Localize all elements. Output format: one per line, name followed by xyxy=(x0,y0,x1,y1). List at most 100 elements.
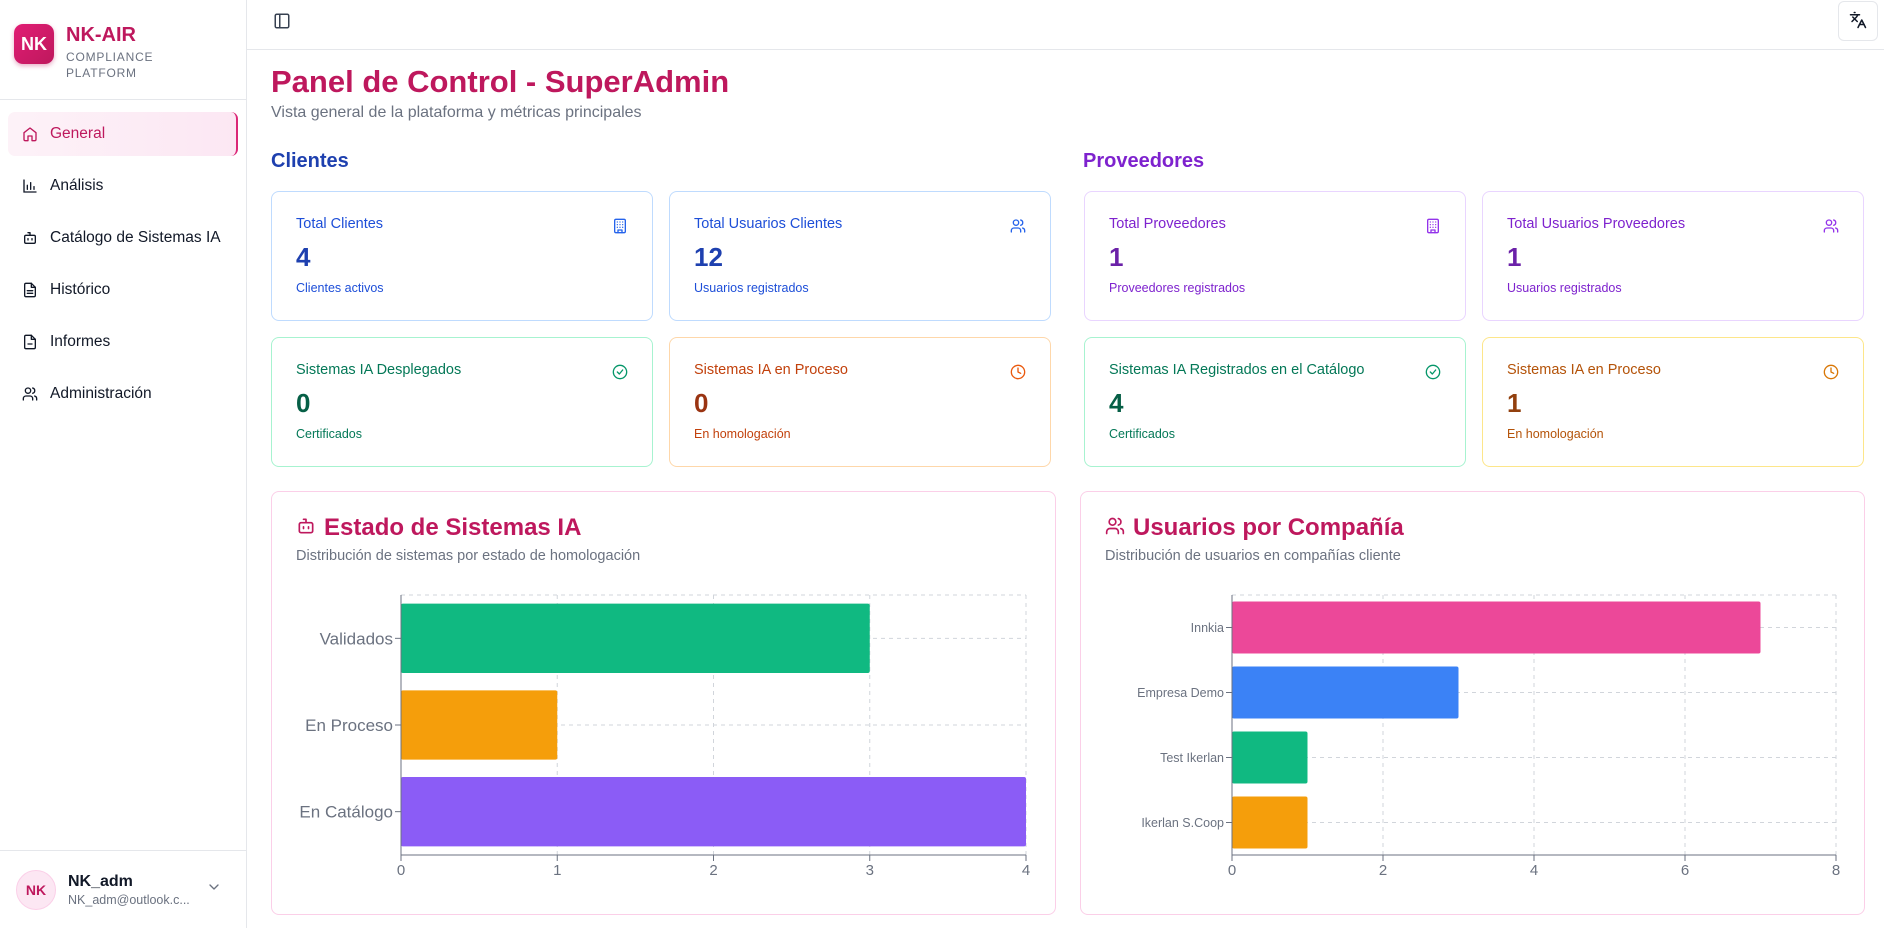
chart-card-users: Usuarios por Compañía Distribución de us… xyxy=(1080,491,1865,915)
topbar xyxy=(247,0,1884,50)
section-title-clients: Clientes xyxy=(271,150,349,172)
panel-left-icon[interactable] xyxy=(273,12,293,32)
bar-0 xyxy=(401,603,870,673)
sidebar-item-label: Catálogo de Sistemas IA xyxy=(50,229,221,246)
chart-subtitle: Distribución de sistemas por estado de h… xyxy=(296,548,641,564)
clock-icon xyxy=(1010,364,1026,380)
brand-name: NK-AIR xyxy=(66,24,136,46)
card-ai-deployed: Sistemas IA Desplegados 0 Certificados xyxy=(271,337,653,467)
user-email: NK_adm@outlook.c... xyxy=(68,892,190,907)
check-circle-icon xyxy=(1425,364,1441,380)
card-desc: Clientes activos xyxy=(296,281,384,295)
sidebar-item-label: Histórico xyxy=(50,281,111,298)
x-tick-label: 2 xyxy=(709,862,717,879)
card-total-providers: Total Proveedores 1 Proveedores registra… xyxy=(1084,191,1466,321)
chart-title: Usuarios por Compañía xyxy=(1133,514,1404,541)
sidebar-item-label: Administración xyxy=(50,385,152,402)
users-icon xyxy=(1010,218,1026,234)
file-icon xyxy=(22,334,38,350)
x-tick-label: 4 xyxy=(1022,862,1030,879)
language-button[interactable] xyxy=(1838,1,1878,41)
check-circle-icon xyxy=(612,364,628,380)
users-bar-chart: Innkia Empresa Demo Test Ikerlan Ikerlan S.… xyxy=(1137,594,1840,879)
y-tick-label: Test Ikerlan xyxy=(1160,751,1224,765)
y-tick-label: Innkia xyxy=(1191,621,1224,635)
card-ai-catalog: Sistemas IA Registrados en el Catálogo 4… xyxy=(1084,337,1466,467)
avatar: NK xyxy=(16,869,56,910)
bar-1 xyxy=(1232,666,1459,719)
x-tick-label: 2 xyxy=(1379,862,1387,879)
sidebar-item-informes[interactable]: Informes xyxy=(8,320,238,364)
card-title: Sistemas IA Desplegados xyxy=(296,362,462,378)
sidebar-item-historico[interactable]: Histórico xyxy=(8,268,238,312)
brand-subtitle-line2: PLATFORM xyxy=(66,66,137,80)
sidebar-item-administracion[interactable]: Administración xyxy=(8,372,238,416)
x-tick-label: 4 xyxy=(1530,862,1538,879)
card-value: 0 xyxy=(296,388,311,418)
brand[interactable]: NK NK-AIR COMPLIANCE PLATFORM xyxy=(0,0,246,100)
x-tick-label: 1 xyxy=(553,862,561,879)
card-desc: En homologación xyxy=(1507,427,1604,441)
page-subtitle: Vista general de la plataforma y métrica… xyxy=(271,104,642,121)
y-tick-label: Ikerlan S.Coop xyxy=(1141,816,1224,830)
building-icon xyxy=(612,218,628,234)
main-content: Panel de Control - SuperAdmin Vista gene… xyxy=(271,50,1865,915)
x-tick-label: 3 xyxy=(866,862,874,879)
user-menu[interactable]: NK NK_adm NK_adm@outlook.c... xyxy=(0,850,246,928)
card-title: Sistemas IA en Proceso xyxy=(694,362,848,378)
home-icon xyxy=(22,126,38,142)
bar-chart-icon xyxy=(22,178,38,194)
bot-icon xyxy=(22,230,38,246)
translate-icon xyxy=(1849,11,1867,32)
card-value: 1 xyxy=(1109,242,1124,272)
card-value: 1 xyxy=(1507,242,1522,272)
card-title: Total Clientes xyxy=(296,216,384,232)
x-tick-label: 0 xyxy=(1228,862,1236,879)
bar-1 xyxy=(401,690,558,760)
card-desc: Certificados xyxy=(1109,427,1175,441)
card-desc: Proveedores registrados xyxy=(1109,281,1246,295)
card-desc: Usuarios registrados xyxy=(694,281,809,295)
users-icon xyxy=(1823,218,1839,234)
y-tick-label: Empresa Demo xyxy=(1137,686,1224,700)
card-value: 1 xyxy=(1507,388,1522,418)
bar-3 xyxy=(1232,796,1308,849)
card-value: 0 xyxy=(694,388,709,418)
chart-title: Estado de Sistemas IA xyxy=(324,514,582,541)
card-title: Sistemas IA en Proceso xyxy=(1507,362,1661,378)
sidebar-item-analisis[interactable]: Análisis xyxy=(8,164,238,208)
card-title: Sistemas IA Registrados en el Catálogo xyxy=(1109,362,1365,378)
bar-2 xyxy=(401,777,1026,847)
chart-subtitle: Distribución de usuarios en compañías cl… xyxy=(1105,548,1401,564)
brand-subtitle-line1: COMPLIANCE xyxy=(66,50,154,64)
chevron-down-icon[interactable] xyxy=(206,879,222,900)
user-name: NK_adm xyxy=(68,872,133,890)
card-title: Total Usuarios Proveedores xyxy=(1507,216,1686,232)
sidebar-item-label: General xyxy=(50,125,106,142)
page-title: Panel de Control - SuperAdmin xyxy=(271,64,730,99)
card-value: 12 xyxy=(694,242,723,272)
status-bar-chart: Validados En Proceso En Catálogo 0 1 2 3 4 xyxy=(299,594,1030,879)
sidebar: NK NK-AIR COMPLIANCE PLATFORM General An… xyxy=(0,0,247,928)
card-total-clients: Total Clientes 4 Clientes activos xyxy=(271,191,653,321)
sidebar-item-label: Informes xyxy=(50,333,111,350)
x-tick-label: 8 xyxy=(1832,862,1840,879)
brand-logo: NK xyxy=(14,24,54,64)
card-desc: Certificados xyxy=(296,427,362,441)
x-tick-label: 6 xyxy=(1681,862,1689,879)
bar-2 xyxy=(1232,731,1308,784)
card-desc: En homologación xyxy=(694,427,791,441)
bot-icon xyxy=(296,516,324,541)
card-total-provider-users: Total Usuarios Proveedores 1 Usuarios re… xyxy=(1482,191,1864,321)
card-title: Total Usuarios Clientes xyxy=(694,216,843,232)
card-ai-in-process-clients: Sistemas IA en Proceso 0 En homologación xyxy=(669,337,1051,467)
building-icon xyxy=(1425,218,1441,234)
file-text-icon xyxy=(22,282,38,298)
brand-subtitle: COMPLIANCE PLATFORM xyxy=(66,49,153,81)
y-tick-label: En Proceso xyxy=(305,716,393,735)
sidebar-nav: General Análisis Catálogo de Sistemas IA… xyxy=(0,100,246,416)
users-icon xyxy=(22,386,38,402)
x-tick-label: 0 xyxy=(397,862,405,879)
sidebar-item-catalogo[interactable]: Catálogo de Sistemas IA xyxy=(8,216,238,260)
sidebar-item-general[interactable]: General xyxy=(8,112,238,156)
